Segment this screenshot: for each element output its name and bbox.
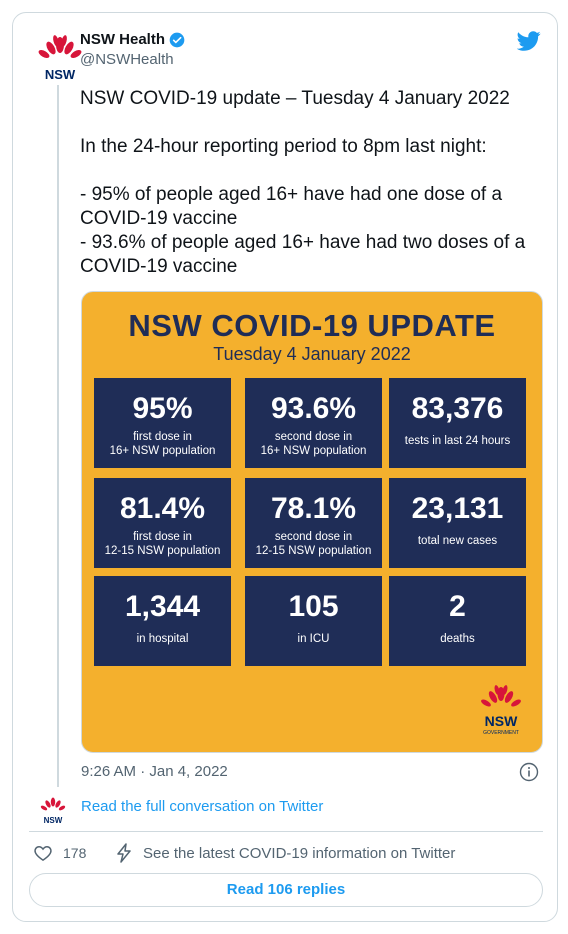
stat-value: 2	[449, 590, 466, 623]
read-conversation-link[interactable]: Read the full conversation on Twitter	[81, 798, 324, 815]
embedded-tweet-card: NSW NSW Health @NSWHealth NSW COVID-19 u…	[12, 12, 558, 922]
like-count: 178	[63, 845, 87, 861]
stat-value: 81.4%	[119, 492, 206, 525]
account-name[interactable]: NSW Health	[80, 31, 185, 48]
stat-value: 23,131	[411, 492, 504, 525]
svg-text:NSW: NSW	[485, 713, 518, 729]
stat-tile-tests: 83,376 tests in last 24 hours	[389, 378, 526, 468]
account-handle[interactable]: @NSWHealth	[80, 51, 174, 68]
stat-label: in hospital	[136, 633, 189, 645]
like-button[interactable]: 178	[33, 843, 86, 863]
verified-badge-icon	[169, 32, 185, 47]
stat-value: 78.1%	[270, 492, 357, 525]
stat-value: 1,344	[124, 590, 201, 623]
tweet-line-second-dose: - 93.6% of people aged 16+ have had two …	[80, 232, 526, 277]
svg-text:NSW: NSW	[44, 816, 63, 825]
infographic-title: NSW COVID-19 UPDATE	[128, 308, 496, 343]
latest-covid-info-text: See the latest COVID-19 information on T…	[143, 844, 456, 862]
stat-tile-second-dose-12-15: 78.1% second dose in 12-15 NSW populatio…	[245, 478, 382, 568]
svg-text:GOVERNMENT: GOVERNMENT	[483, 730, 519, 736]
stat-label: 16+ NSW population	[260, 445, 367, 457]
read-replies-button[interactable]: Read 106 replies	[29, 873, 543, 907]
tweet-line-title: NSW COVID-19 update – Tuesday 4 January …	[80, 88, 510, 109]
nsw-small-avatar: NSW	[40, 797, 66, 825]
twitter-bird-icon[interactable]	[517, 29, 541, 53]
tweet-text: NSW COVID-19 update – Tuesday 4 January …	[80, 87, 550, 279]
nsw-waratah-avatar[interactable]: NSW	[35, 31, 85, 83]
stat-value: 93.6%	[270, 392, 357, 425]
tweet-timestamp[interactable]: 9:26 AM · Jan 4, 2022	[81, 763, 228, 780]
stat-tile-first-dose-12-15: 81.4% first dose in 12-15 NSW population	[94, 478, 231, 568]
stat-tile-deaths: 2 deaths	[389, 576, 526, 666]
stat-label: deaths	[440, 633, 475, 645]
stat-tile-icu: 105 in ICU	[245, 576, 382, 666]
stat-tile-first-dose-16plus: 95% first dose in 16+ NSW population	[94, 378, 231, 468]
stat-value: 105	[288, 590, 339, 623]
latest-covid-info-link[interactable]: See the latest COVID-19 information on T…	[115, 843, 455, 863]
divider	[29, 831, 543, 832]
stat-label: 12-15 NSW population	[255, 545, 372, 557]
svg-text:NSW: NSW	[45, 67, 76, 82]
stat-label: total new cases	[417, 535, 498, 547]
stat-tile-new-cases: 23,131 total new cases	[389, 478, 526, 568]
nsw-government-logo: NSW GOVERNMENT	[481, 685, 521, 736]
stat-label: 16+ NSW population	[109, 445, 216, 457]
stat-label: first dose in	[133, 431, 192, 443]
stat-label: second dose in	[274, 531, 353, 543]
infographic-date: Tuesday 4 January 2022	[213, 344, 411, 364]
stat-label: 12-15 NSW population	[104, 545, 221, 557]
stat-value: 95%	[132, 392, 193, 425]
covid-update-infographic[interactable]: NSW COVID-19 UPDATE Tuesday 4 January 20…	[81, 291, 543, 753]
heart-icon	[34, 845, 52, 861]
stat-label: first dose in	[133, 531, 192, 543]
stat-label: second dose in	[274, 431, 353, 443]
account-name-text[interactable]: NSW Health	[80, 31, 166, 48]
stat-label: tests in last 24 hours	[404, 435, 511, 447]
lightning-icon	[117, 843, 131, 863]
stat-label: in ICU	[297, 633, 330, 645]
tweet-line-first-dose: - 95% of people aged 16+ have had one do…	[80, 184, 503, 229]
info-icon[interactable]	[519, 762, 539, 782]
stat-tile-hospital: 1,344 in hospital	[94, 576, 231, 666]
thread-line	[57, 85, 59, 787]
tweet-line-period: In the 24-hour reporting period to 8pm l…	[80, 136, 487, 157]
stat-value: 83,376	[411, 392, 504, 425]
stat-tile-second-dose-16plus: 93.6% second dose in 16+ NSW population	[245, 378, 382, 468]
